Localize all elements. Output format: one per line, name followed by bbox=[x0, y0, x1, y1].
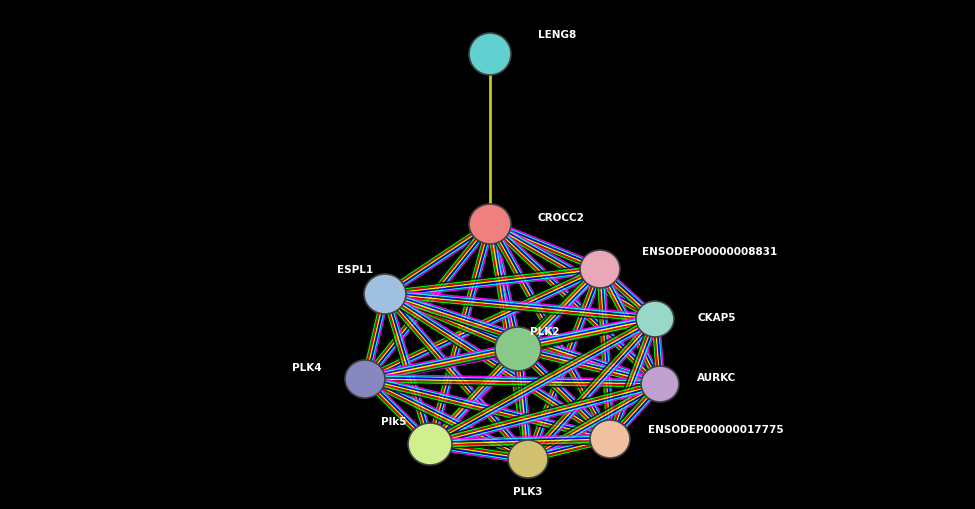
Ellipse shape bbox=[590, 420, 630, 458]
Text: PLK2: PLK2 bbox=[530, 326, 560, 336]
Ellipse shape bbox=[364, 274, 406, 315]
Text: LENG8: LENG8 bbox=[538, 30, 576, 40]
Text: PLK4: PLK4 bbox=[292, 362, 322, 372]
Text: PLK3: PLK3 bbox=[513, 486, 543, 496]
Ellipse shape bbox=[641, 366, 679, 402]
Text: ENSODEP00000008831: ENSODEP00000008831 bbox=[642, 246, 777, 257]
Text: Plk5: Plk5 bbox=[380, 416, 406, 426]
Ellipse shape bbox=[636, 301, 674, 337]
Text: CROCC2: CROCC2 bbox=[538, 213, 585, 222]
Ellipse shape bbox=[469, 205, 511, 244]
Ellipse shape bbox=[495, 327, 541, 371]
Text: ENSODEP00000017775: ENSODEP00000017775 bbox=[648, 424, 784, 434]
Ellipse shape bbox=[469, 34, 511, 76]
Ellipse shape bbox=[580, 250, 620, 289]
Ellipse shape bbox=[508, 440, 548, 478]
Ellipse shape bbox=[408, 423, 452, 465]
Text: AURKC: AURKC bbox=[697, 372, 736, 382]
Text: CKAP5: CKAP5 bbox=[697, 313, 735, 322]
Ellipse shape bbox=[345, 360, 385, 398]
Text: ESPL1: ESPL1 bbox=[337, 265, 373, 274]
